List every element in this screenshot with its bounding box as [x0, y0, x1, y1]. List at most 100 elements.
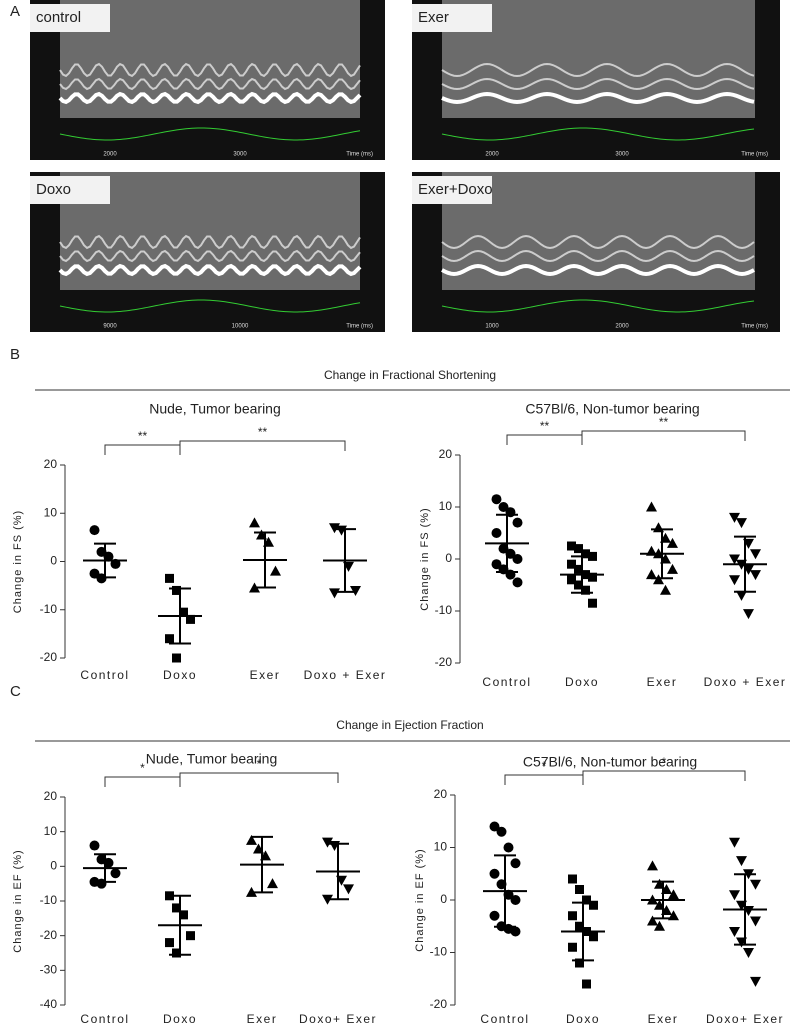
- echo-time-label: Time (ms): [741, 152, 768, 158]
- point: [729, 837, 740, 848]
- point: [491, 494, 502, 505]
- point: [270, 565, 281, 576]
- echo-label: Exer: [418, 9, 449, 26]
- point: [489, 868, 500, 879]
- y-tick-label: 20: [439, 447, 453, 461]
- panel-label: A: [10, 3, 20, 20]
- significance-bracket: [504, 774, 584, 785]
- x-tick-label: Doxo: [163, 668, 197, 682]
- point: [568, 911, 577, 921]
- y-axis-label: Change in EF (%): [12, 849, 24, 952]
- point: [653, 574, 664, 585]
- point: [172, 653, 181, 663]
- x-tick-label: Doxo: [565, 675, 599, 689]
- echo-label-box: [30, 4, 110, 32]
- y-tick-label: 0: [50, 859, 57, 873]
- point: [729, 512, 740, 523]
- point: [736, 518, 747, 529]
- point: [646, 501, 657, 512]
- point: [165, 938, 174, 948]
- point: [89, 840, 100, 851]
- y-axis-label: Change in FS (%): [419, 507, 431, 610]
- x-tick-label: Control: [482, 675, 531, 689]
- point: [179, 910, 188, 920]
- point: [667, 537, 678, 548]
- echo-time-tick: 10000: [232, 324, 249, 330]
- echo-time-tick: 9000: [103, 324, 117, 330]
- echo-label-box: [30, 176, 110, 204]
- point: [179, 607, 188, 617]
- echo-wall: [58, 91, 362, 105]
- point: [581, 585, 590, 595]
- echo-wall: [59, 234, 361, 250]
- point: [729, 554, 740, 565]
- y-axis-label: Change in FS (%): [12, 510, 24, 613]
- point: [186, 614, 195, 624]
- y-tick-label: 10: [439, 499, 453, 513]
- significance-label: **: [659, 415, 669, 429]
- y-tick-label: -10: [430, 945, 448, 959]
- y-tick-label: 10: [434, 840, 448, 854]
- point: [343, 884, 354, 895]
- significance-label: **: [258, 425, 268, 439]
- significance-bracket: [506, 434, 583, 445]
- echo-label-box: [412, 176, 492, 204]
- ecg-trace: [441, 299, 755, 313]
- x-tick-label: Doxo: [163, 1012, 197, 1026]
- x-tick-label: Doxo + Exer: [704, 675, 787, 689]
- ecg-trace: [59, 127, 361, 141]
- x-tick-label: Exer: [250, 668, 281, 682]
- point: [489, 910, 500, 921]
- echo-wall: [441, 77, 755, 91]
- point: [249, 517, 260, 528]
- echo-time-tick: 3000: [615, 152, 629, 158]
- point: [568, 874, 577, 884]
- y-tick-label: 0: [445, 551, 452, 565]
- echo-time-tick: 3000: [233, 152, 247, 158]
- echo-label: Exer+Doxo: [418, 181, 493, 198]
- point: [729, 890, 740, 901]
- point: [660, 584, 671, 595]
- echo-wall: [58, 263, 362, 277]
- chart-title: C57Bl/6, Non-tumor bearing: [523, 754, 697, 770]
- x-tick-label: Control: [480, 1012, 529, 1026]
- point: [729, 575, 740, 586]
- x-tick-label: Doxo+ Exer: [706, 1012, 784, 1026]
- y-tick-label: -20: [435, 655, 453, 669]
- echo-time-tick: 2000: [485, 152, 499, 158]
- y-tick-label: 20: [44, 457, 58, 471]
- point: [491, 559, 502, 570]
- point: [510, 858, 521, 869]
- point: [498, 502, 509, 512]
- point: [489, 821, 500, 832]
- y-tick-label: -20: [430, 997, 448, 1011]
- echo-wall: [59, 77, 361, 91]
- point: [512, 577, 523, 588]
- point: [510, 895, 521, 905]
- significance-bracket: [104, 776, 181, 787]
- point: [654, 920, 665, 931]
- point: [329, 588, 340, 599]
- x-tick-label: Exer: [647, 675, 678, 689]
- point: [647, 860, 658, 871]
- echo-label-box: [412, 4, 492, 32]
- significance-label: *: [257, 757, 262, 771]
- chart-title: C57Bl/6, Non-tumor bearing: [525, 401, 699, 417]
- significance-label: *: [542, 759, 547, 773]
- point: [172, 903, 181, 913]
- echo-time-tick: 2000: [103, 152, 117, 158]
- y-tick-label: -40: [40, 997, 58, 1011]
- significance-bracket: [582, 770, 746, 781]
- y-tick-label: -10: [40, 893, 58, 907]
- significance-bracket: [179, 440, 346, 451]
- point: [172, 585, 181, 595]
- echo-time-label: Time (ms): [741, 324, 768, 330]
- echo-label: control: [36, 9, 81, 26]
- echo-time-tick: 2000: [615, 324, 629, 330]
- point: [729, 927, 740, 937]
- point: [567, 541, 576, 551]
- point: [750, 570, 761, 581]
- echo-wall: [441, 263, 755, 277]
